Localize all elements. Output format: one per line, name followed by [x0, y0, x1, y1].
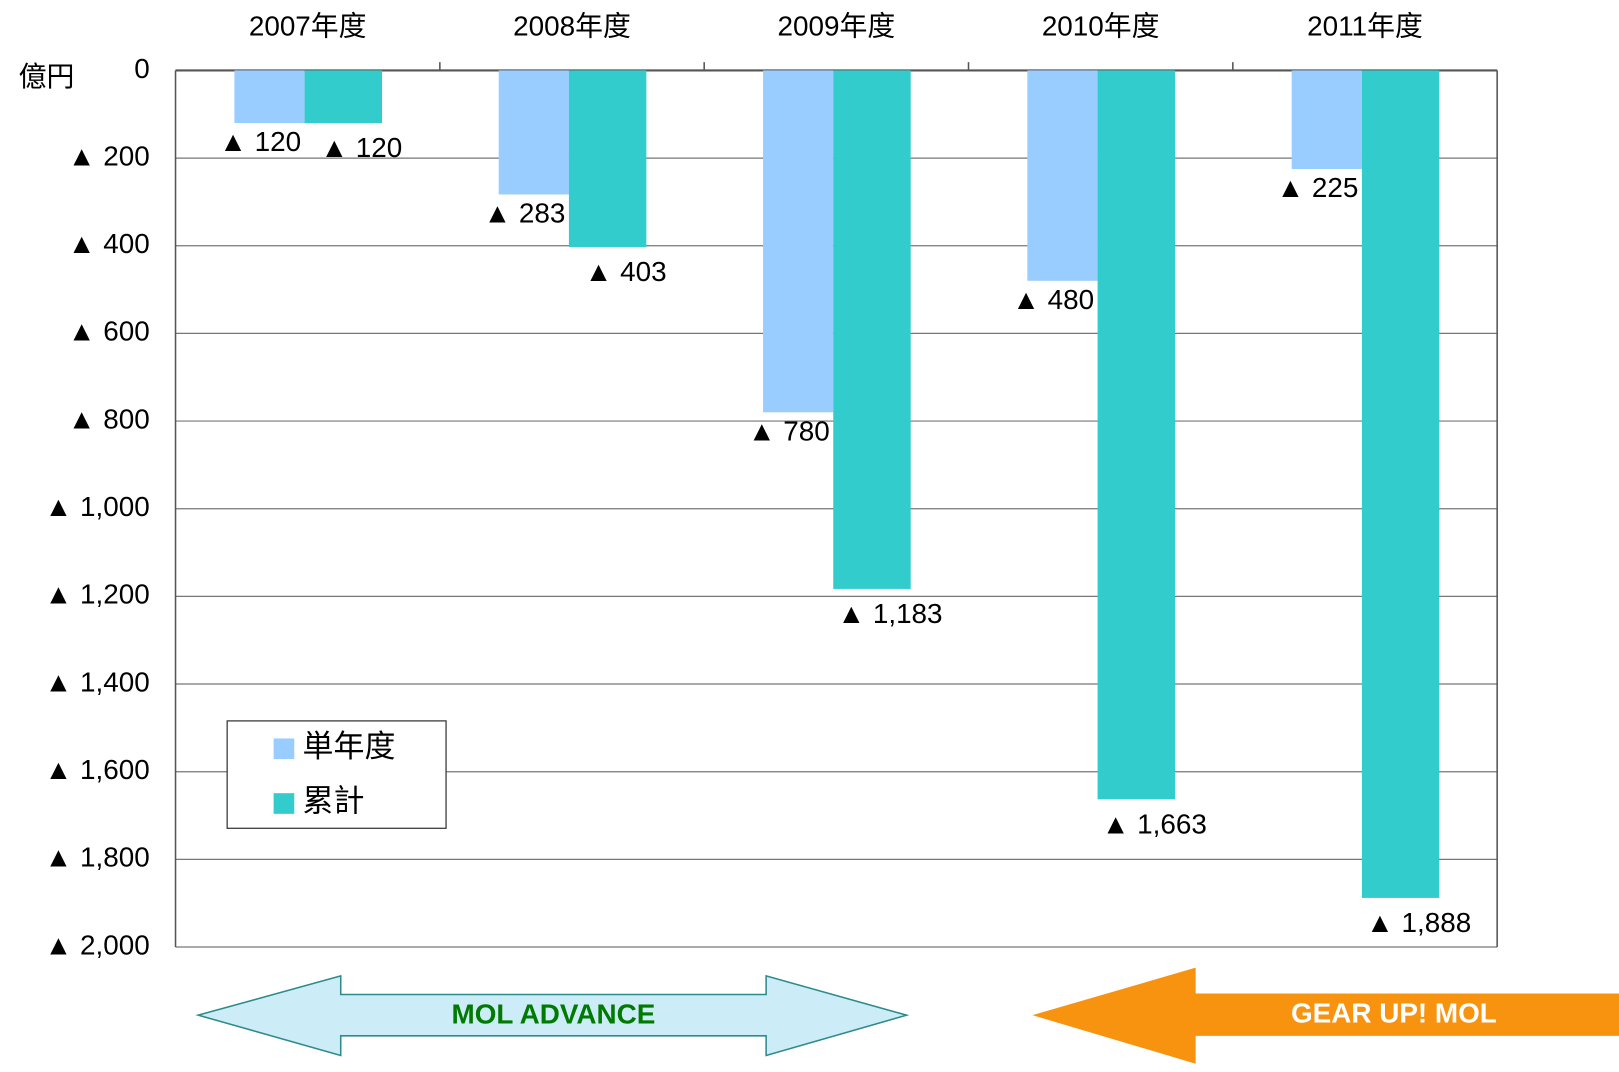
annotation: GEAR UP! MOL [1291, 998, 1497, 1029]
y-axis-label: 億円 [19, 61, 75, 92]
y-tick-label: ▲ 200 [68, 140, 150, 171]
bar [498, 70, 569, 195]
data-label: ▲ 120 [320, 132, 402, 163]
data-label: ▲ 480 [1012, 284, 1094, 315]
legend-box [226, 720, 447, 829]
bar [763, 70, 834, 413]
arrow [195, 974, 910, 1057]
bar [1097, 70, 1176, 800]
data-label: ▲ 403 [585, 256, 667, 287]
data-label: ▲ 120 [219, 126, 301, 157]
annotation: MOL ADVANCE [452, 999, 656, 1030]
data-label: ▲ 1,888 [1366, 907, 1471, 938]
y-tick-label: ▲ 400 [68, 228, 150, 259]
y-tick-label: ▲ 1,600 [45, 754, 150, 785]
legend-swatch [273, 738, 295, 760]
y-tick-label: ▲ 1,200 [45, 579, 150, 610]
legend-swatch [273, 793, 295, 814]
bar [304, 70, 383, 124]
y-tick-label: ▲ 1,400 [45, 666, 150, 697]
bar [1027, 70, 1098, 281]
arrow [1032, 967, 1619, 1064]
bar [568, 70, 647, 248]
bar [234, 70, 305, 124]
y-tick-label: ▲ 600 [68, 316, 150, 347]
y-tick-label: ▲ 2,000 [45, 929, 150, 960]
data-label: ▲ 225 [1277, 172, 1359, 203]
x-tick-label: 2011年度 [1307, 10, 1423, 41]
x-tick-label: 2008年度 [513, 10, 631, 41]
y-tick-label: ▲ 800 [68, 403, 150, 434]
y-tick-label: ▲ 1,000 [45, 491, 150, 522]
legend-label: 単年度 [303, 729, 396, 764]
data-label: ▲ 1,663 [1102, 809, 1207, 840]
bar [833, 70, 911, 589]
bar [1291, 70, 1362, 170]
y-tick-label: 0 [134, 53, 150, 84]
data-label: ▲ 780 [748, 415, 830, 446]
legend-label: 累計 [303, 784, 365, 819]
x-tick-label: 2007年度 [249, 10, 367, 41]
x-tick-label: 2009年度 [777, 10, 895, 41]
data-label: ▲ 283 [484, 197, 566, 228]
data-label: ▲ 1,183 [838, 598, 943, 629]
bar [1361, 70, 1440, 898]
x-tick-label: 2010年度 [1042, 10, 1160, 41]
y-tick-label: ▲ 1,800 [45, 842, 150, 873]
